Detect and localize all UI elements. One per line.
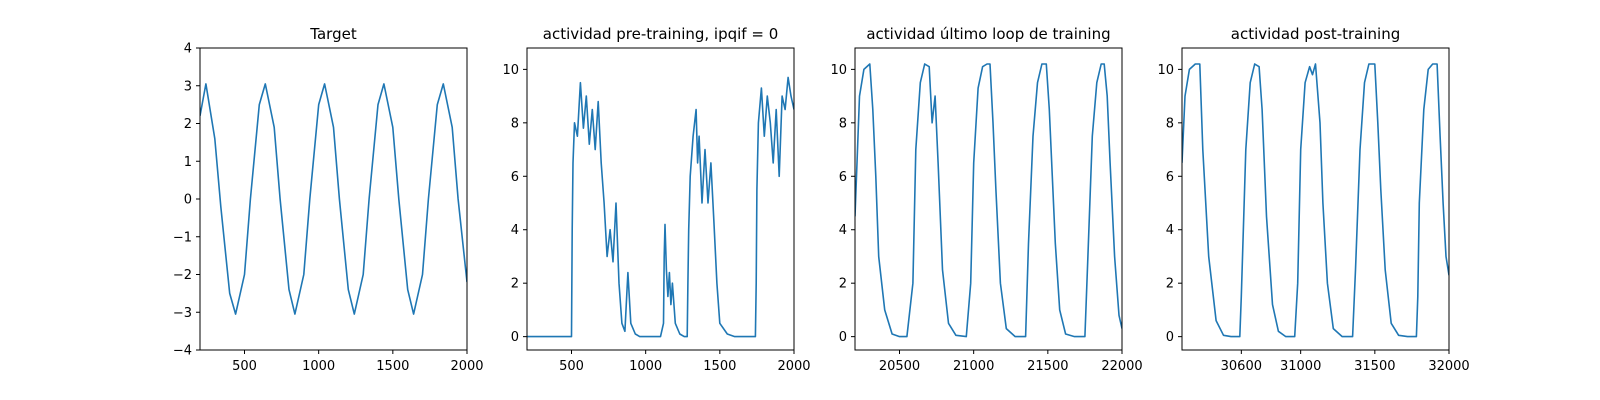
y-tick-label: 6 [1166,170,1174,185]
x-tick-label: 2000 [777,359,810,374]
axes-frame [199,47,468,351]
chart-panel-2: 500 1000 1500 2000 0 2 4 6 8 10 actividad pre-trai… [502,25,810,374]
chart-title: actividad pre-training, ipqif = 0 [543,25,779,43]
x-tick-label: 1000 [629,359,662,374]
y-tick-label: 0 [184,193,192,208]
chart-panel-4: 30600 31000 31500 32000 0 2 4 6 8 10 actividad pos… [1157,25,1469,374]
y-tick-label: 10 [502,63,519,78]
x-tick-label: 1500 [376,359,409,374]
y-tick-label: 0 [511,330,519,345]
chart-title: actividad post-training [1231,25,1400,43]
y-tick-label: 6 [839,170,847,185]
y-tick-label: 0 [1166,330,1174,345]
y-tick-label: 2 [1166,277,1174,292]
y-tick-label: 4 [1166,223,1174,238]
y-tick-label: 10 [1157,63,1174,78]
y-tick-label: 2 [511,277,519,292]
x-tick-label: 20500 [879,359,920,374]
x-tick-label: 21000 [953,359,994,374]
y-tick-label: 10 [830,63,847,78]
x-tick-label: 22000 [1101,359,1142,374]
x-tick-label: 32000 [1428,359,1469,374]
x-tick-label: 1500 [703,359,736,374]
x-tick-label: 500 [232,359,257,374]
x-tick-label: 30600 [1221,359,1262,374]
x-tick-label: 2000 [450,359,483,374]
axes-frame [1181,47,1450,351]
y-tick-label: 1 [184,155,192,170]
y-tick-label: −2 [173,268,192,283]
y-tick-label: 2 [839,277,847,292]
y-tick-label: 0 [839,330,847,345]
y-tick-label: −3 [173,306,192,321]
y-tick-label: 8 [839,116,847,131]
y-tick-label: −1 [173,230,192,245]
y-tick-label: −4 [173,344,192,359]
y-tick-label: 8 [511,116,519,131]
y-tick-label: 2 [184,117,192,132]
series-line-1 [527,76,794,338]
y-tick-label: 3 [184,79,192,94]
series-line-1 [855,63,1122,338]
axes-frame [526,47,795,351]
chart-title: Target [309,25,357,43]
y-tick-label: 6 [511,170,519,185]
x-tick-label: 31500 [1354,359,1395,374]
series-line-1 [1182,63,1449,338]
y-tick-label: 4 [511,223,519,238]
series-line-1 [200,83,467,315]
chart-panel-3: 20500 21000 21500 22000 0 2 4 6 8 10 actividad últ… [830,25,1142,374]
y-tick-label: 4 [184,42,192,57]
x-tick-label: 21500 [1027,359,1068,374]
chart-panel-1: 500 1000 1500 2000 −4 −3 −2 −1 0 1 2 3 4 Target [173,25,484,374]
axes-frame [854,47,1123,351]
x-tick-label: 31000 [1280,359,1321,374]
y-tick-label: 4 [839,223,847,238]
y-tick-label: 8 [1166,116,1174,131]
x-tick-label: 1000 [302,359,335,374]
x-tick-label: 500 [559,359,584,374]
chart-title: actividad último loop de training [866,25,1110,43]
